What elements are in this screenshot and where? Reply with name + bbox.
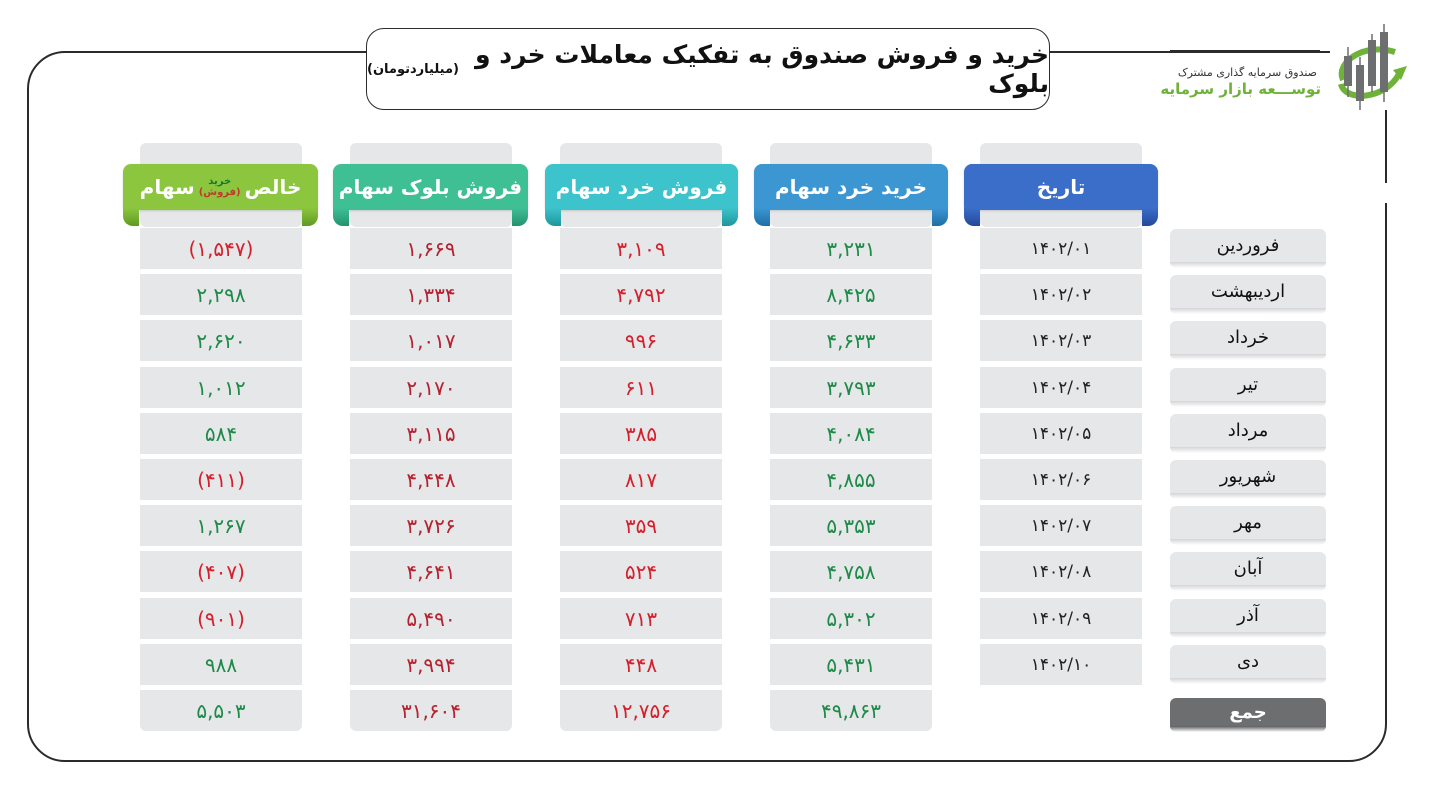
table-cell-date: ۱۴۰۲/۰۶ xyxy=(980,459,1142,500)
month-label: اردیبهشت xyxy=(1170,275,1326,314)
total-cell-retail-buy: ۴۹,۸۶۳ xyxy=(770,690,932,731)
table-cell-retail-buy: ۴,۶۳۳ xyxy=(770,320,932,361)
table-cell-date: ۱۴۰۲/۰۸ xyxy=(980,551,1142,592)
month-label: شهریور xyxy=(1170,460,1326,499)
logo-divider xyxy=(1170,50,1320,52)
table-cell-net: ۱,۰۱۲ xyxy=(140,367,302,408)
candlestick-chart-logo-icon xyxy=(1338,24,1407,110)
table-cell-retail-buy: ۸,۴۲۵ xyxy=(770,274,932,315)
table-cell-date: ۱۴۰۲/۰۵ xyxy=(980,413,1142,454)
table-cell-retail-sell: ۳۸۵ xyxy=(560,413,722,454)
net-header-end: سهام xyxy=(139,175,195,199)
table-cell-block-sell: ۳,۹۹۴ xyxy=(350,644,512,685)
table-cell-block-sell: ۳,۱۱۵ xyxy=(350,413,512,454)
table-cell-net: ۱,۲۶۷ xyxy=(140,505,302,546)
month-label: دی xyxy=(1170,645,1326,684)
table-cell-net: ۹۸۸ xyxy=(140,644,302,685)
table-cell-date: ۱۴۰۲/۰۷ xyxy=(980,505,1142,546)
logo-line2: توســـعه بازار سرمایه xyxy=(1160,80,1321,98)
table-cell-net: (۴۰۷) xyxy=(140,551,302,592)
total-label: جمع xyxy=(1170,698,1326,732)
logo-line1: صندوق سرمایه گذاری مشترک xyxy=(1177,66,1317,79)
table-cell-net: ۲,۶۲۰ xyxy=(140,320,302,361)
table-cell-net: ۲,۲۹۸ xyxy=(140,274,302,315)
total-cell-block-sell: ۳۱,۶۰۴ xyxy=(350,690,512,731)
table-cell-retail-sell: ۶۱۱ xyxy=(560,367,722,408)
table-cell-date: ۱۴۰۲/۰۲ xyxy=(980,274,1142,315)
table-cell-retail-buy: ۴,۸۵۵ xyxy=(770,459,932,500)
table-cell-net: (۹۰۱) xyxy=(140,598,302,639)
table-cell-retail-sell: ۴,۷۹۲ xyxy=(560,274,722,315)
table-cell-retail-sell: ۵۲۴ xyxy=(560,551,722,592)
month-label: آذر xyxy=(1170,599,1326,638)
table-cell-block-sell: ۵,۴۹۰ xyxy=(350,598,512,639)
month-label: خرداد xyxy=(1170,321,1326,360)
title-box: خرید و فروش صندوق به تفکیک معاملات خرد و… xyxy=(366,28,1050,110)
month-label: مرداد xyxy=(1170,414,1326,453)
column-header-retail-buy: خرید خرد سهام xyxy=(754,164,948,226)
net-header-buy: خرید xyxy=(208,176,232,187)
table-cell-net: (۴۱۱) xyxy=(140,459,302,500)
table-cell-date: ۱۴۰۲/۰۱ xyxy=(980,228,1142,269)
table-cell-retail-sell: ۷۱۳ xyxy=(560,598,722,639)
month-label: تیر xyxy=(1170,368,1326,407)
month-label: مهر xyxy=(1170,506,1326,545)
table-cell-retail-sell: ۳,۱۰۹ xyxy=(560,228,722,269)
table-cell-retail-buy: ۵,۳۰۲ xyxy=(770,598,932,639)
table-cell-retail-sell: ۸۱۷ xyxy=(560,459,722,500)
table-cell-block-sell: ۱,۰۱۷ xyxy=(350,320,512,361)
table-cell-net: ۵۸۴ xyxy=(140,413,302,454)
frame-gap xyxy=(1383,183,1391,203)
total-cell-net: ۵,۵۰۳ xyxy=(140,690,302,731)
table-cell-retail-buy: ۳,۲۳۱ xyxy=(770,228,932,269)
table-cell-retail-sell: ۴۴۸ xyxy=(560,644,722,685)
table-cell-block-sell: ۱,۶۶۹ xyxy=(350,228,512,269)
net-header-stack: خرید (فروش) xyxy=(199,176,241,198)
column-header-date: تاریخ xyxy=(964,164,1158,226)
table-cell-retail-buy: ۳,۷۹۳ xyxy=(770,367,932,408)
net-header-main: خالص xyxy=(244,175,302,199)
table-cell-retail-buy: ۴,۰۸۴ xyxy=(770,413,932,454)
month-label: فروردین xyxy=(1170,229,1326,268)
title-unit: (میلیاردتومان) xyxy=(367,61,459,77)
column-header-retail-sell: فروش خرد سهام xyxy=(545,164,738,226)
table-cell-date: ۱۴۰۲/۱۰ xyxy=(980,644,1142,685)
table-cell-retail-buy: ۵,۴۳۱ xyxy=(770,644,932,685)
page-title: خرید و فروش صندوق به تفکیک معاملات خرد و… xyxy=(475,40,1049,98)
table-cell-net: (۱,۵۴۷) xyxy=(140,228,302,269)
total-cell-retail-sell: ۱۲,۷۵۶ xyxy=(560,690,722,731)
table-cell-block-sell: ۲,۱۷۰ xyxy=(350,367,512,408)
table-cell-block-sell: ۴,۶۴۱ xyxy=(350,551,512,592)
table-cell-retail-buy: ۵,۳۵۳ xyxy=(770,505,932,546)
table-cell-retail-buy: ۴,۷۵۸ xyxy=(770,551,932,592)
table-cell-retail-sell: ۳۵۹ xyxy=(560,505,722,546)
table-cell-retail-sell: ۹۹۶ xyxy=(560,320,722,361)
column-header-block-sell: فروش بلوک سهام xyxy=(333,164,528,226)
month-label: آبان xyxy=(1170,552,1326,591)
net-header-sell: (فروش) xyxy=(198,187,241,198)
table-cell-block-sell: ۴,۴۴۸ xyxy=(350,459,512,500)
table-cell-date: ۱۴۰۲/۰۳ xyxy=(980,320,1142,361)
table-cell-block-sell: ۱,۳۳۴ xyxy=(350,274,512,315)
table-cell-date: ۱۴۰۲/۰۴ xyxy=(980,367,1142,408)
table-cell-date: ۱۴۰۲/۰۹ xyxy=(980,598,1142,639)
column-header-net: خالص خرید (فروش) سهام xyxy=(123,164,318,226)
table-cell-block-sell: ۳,۷۲۶ xyxy=(350,505,512,546)
